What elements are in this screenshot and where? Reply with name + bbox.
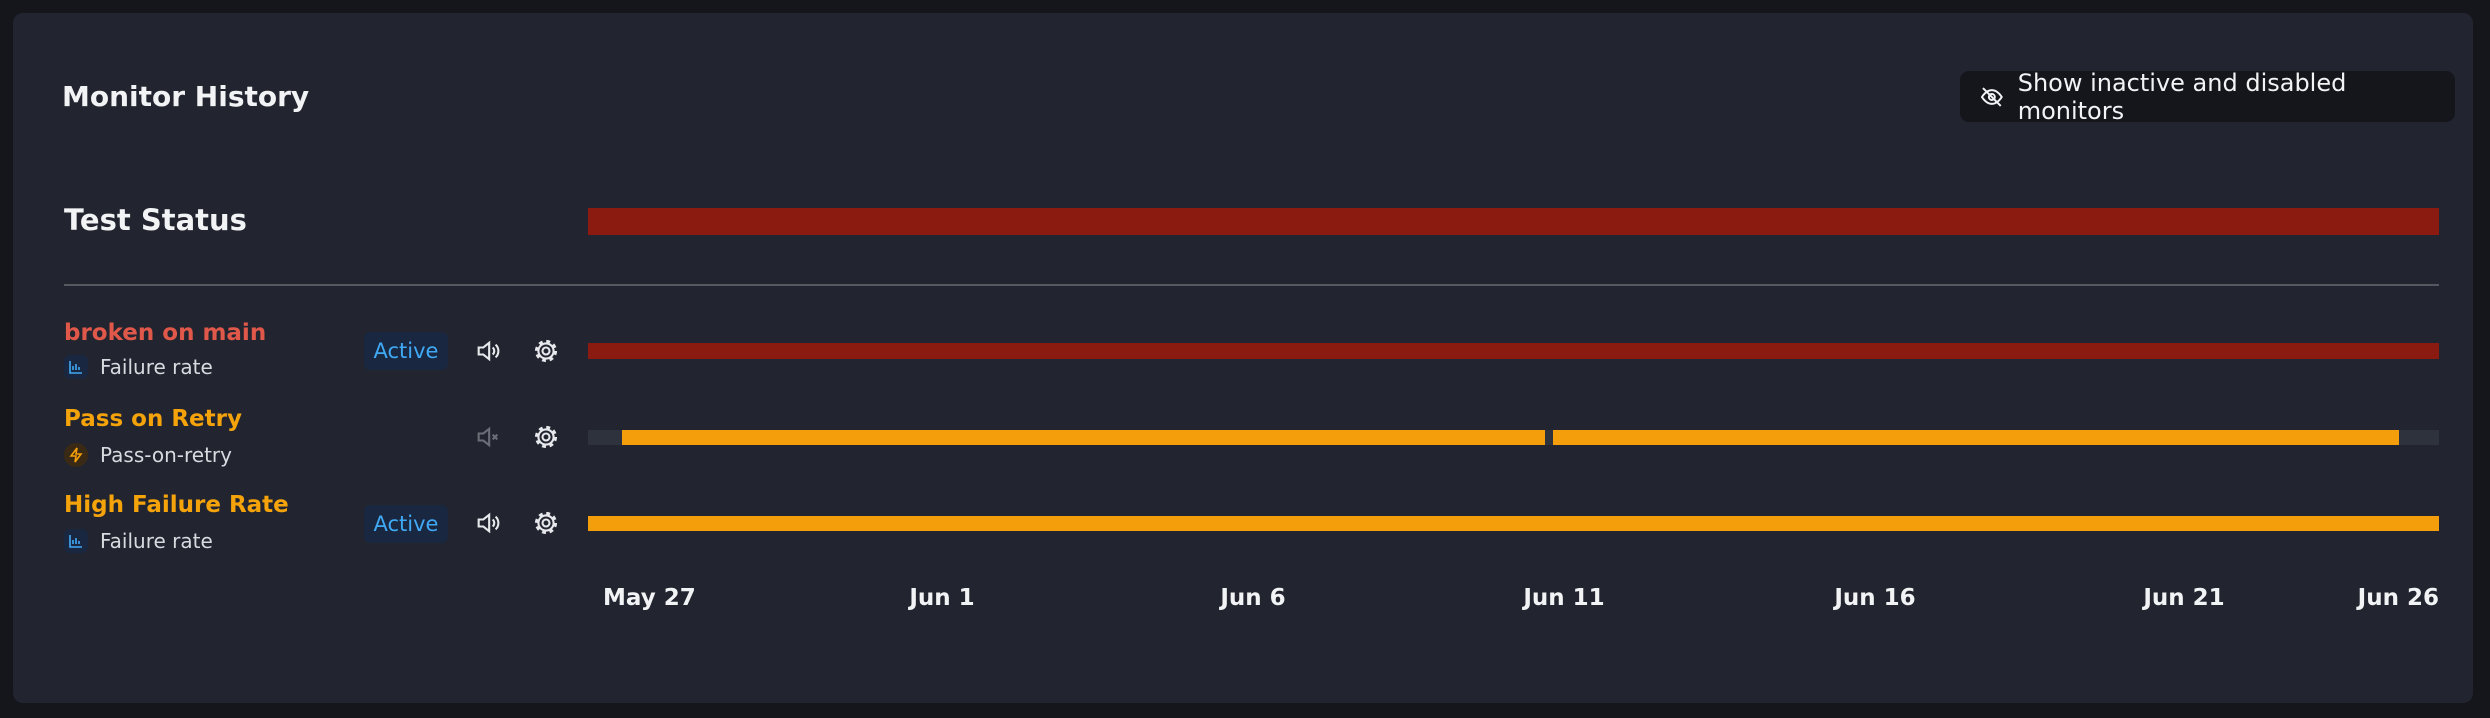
button-label: Show inactive and disabled monitors — [2017, 68, 2347, 125]
status-badge: Active — [364, 332, 448, 370]
monitor-name: Pass on Retry — [64, 406, 242, 432]
monitor-bar — [622, 430, 1545, 445]
mute-toggle[interactable] — [474, 423, 502, 451]
monitor-type: Failure rate — [64, 529, 213, 553]
settings-button[interactable] — [532, 423, 560, 451]
show-inactive-button[interactable]: Show inactive and disabled monitors — [1960, 68, 2455, 125]
monitor-type: Failure rate — [64, 355, 213, 379]
monitor-type-label: Failure rate — [100, 355, 213, 379]
monitor-bar — [588, 516, 2439, 531]
date-label: May 27 — [603, 585, 696, 611]
monitor-type-label: Failure rate — [100, 529, 213, 553]
monitor-name: broken on main — [64, 320, 267, 346]
date-label: Jun 21 — [2143, 585, 2225, 611]
monitor-bar — [588, 343, 2439, 359]
eye-off-icon — [1980, 86, 2003, 107]
settings-button[interactable] — [532, 509, 560, 537]
date-label: Jun 11 — [1523, 585, 1605, 611]
mute-toggle[interactable] — [474, 337, 502, 365]
date-label: Jun 6 — [1220, 585, 1286, 611]
monitor-type: Pass-on-retry — [64, 443, 232, 467]
pass-on-retry-icon — [64, 443, 88, 467]
date-label: Jun 16 — [1834, 585, 1916, 611]
page-title: Monitor History — [62, 80, 310, 113]
mute-toggle[interactable] — [474, 509, 502, 537]
date-label: Jun 26 — [2357, 585, 2439, 611]
date-label: Jun 1 — [909, 585, 975, 611]
settings-button[interactable] — [532, 337, 560, 365]
test-status-label: Test Status — [64, 203, 247, 237]
divider — [64, 284, 2439, 286]
failure-rate-icon — [64, 355, 88, 379]
monitor-type-label: Pass-on-retry — [100, 443, 232, 467]
monitor-bar — [1553, 430, 2399, 445]
status-badge: Active — [364, 505, 448, 543]
test-status-bar — [588, 208, 2439, 235]
failure-rate-icon — [64, 529, 88, 553]
monitor-name: High Failure Rate — [64, 492, 289, 518]
